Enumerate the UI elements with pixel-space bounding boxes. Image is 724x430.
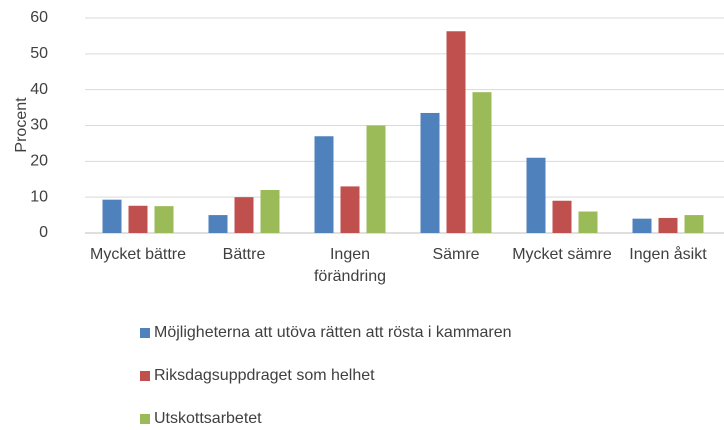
bar [128,205,148,233]
y-tick-label: 20 [30,153,48,170]
x-tick-label: Mycket bättre [89,246,187,263]
bar [314,136,334,233]
y-tick-label: 0 [39,224,48,241]
bar [420,112,440,233]
bar [658,217,678,233]
y-tick-label: 60 [30,9,48,26]
legend-swatch [140,414,150,424]
x-tick-label: Mycket sämre [512,246,612,263]
legend-label: Möjligheterna att utöva rätten att rösta… [154,324,512,341]
legend-label: Utskottsarbetet [154,410,262,427]
bar [684,215,704,233]
x-tick-label: Ingen förändring [313,246,387,285]
x-tick-label: Ingen åsikt [629,246,707,263]
y-tick-label: 10 [30,188,48,205]
x-tick-label: Bättre [222,246,266,263]
y-tick-label: 50 [30,45,48,62]
bar [154,206,174,233]
bar [234,197,254,233]
bar [102,199,122,233]
bar [578,211,598,233]
y-tick-label: 30 [30,117,48,134]
legend-item: Riksdagsuppdraget som helhet [140,367,375,385]
bar [208,215,228,233]
y-axis-title: Procent [13,97,30,153]
bar [366,125,386,233]
y-tick-label: 40 [30,81,48,98]
bar [632,218,652,233]
legend-swatch [140,328,150,338]
bar [446,31,466,234]
bar [340,186,360,233]
x-tick-label: Sämre [432,246,480,263]
bar [260,190,280,233]
bar [472,92,492,233]
bar [526,157,546,233]
legend-label: Riksdagsuppdraget som helhet [154,367,375,384]
bar [552,200,572,233]
legend-swatch [140,371,150,381]
legend-item: Utskottsarbetet [140,410,262,428]
legend-item: Möjligheterna att utöva rätten att rösta… [140,324,512,342]
